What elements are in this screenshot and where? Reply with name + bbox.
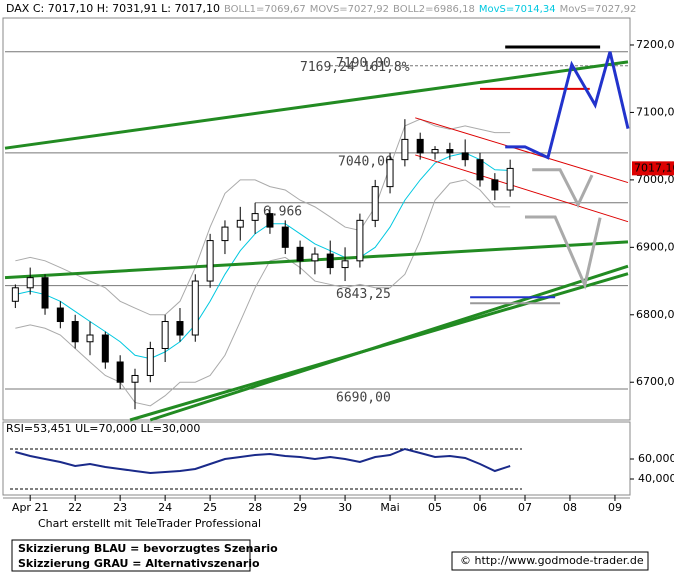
candle-body bbox=[401, 138, 409, 161]
candle-body bbox=[281, 226, 289, 248]
level-label: 6690,00 bbox=[336, 390, 391, 405]
trend-line bbox=[532, 168, 594, 209]
candle-body bbox=[11, 287, 19, 302]
y-tick-label: 7000,00 bbox=[636, 173, 674, 186]
level-label: 6843,25 bbox=[336, 287, 391, 302]
price-tag bbox=[632, 161, 674, 176]
y-tick-label: 6700,00 bbox=[636, 375, 674, 388]
indicator-line bbox=[15, 179, 511, 407]
candle-body bbox=[71, 321, 79, 343]
candle-body bbox=[41, 277, 49, 309]
candle-body bbox=[116, 361, 124, 383]
candle-body bbox=[431, 149, 439, 154]
header-item: MovS=7014,34 bbox=[479, 4, 556, 15]
x-tick-label: 25 bbox=[203, 501, 217, 514]
level-label: 7190,00 bbox=[336, 56, 391, 71]
candle-body bbox=[371, 186, 379, 221]
candle-body bbox=[446, 149, 454, 154]
candle-body bbox=[461, 152, 469, 161]
credit: Chart erstellt mit TeleTrader Profession… bbox=[38, 517, 261, 530]
price-tag-label: 7017,10 bbox=[634, 161, 674, 174]
source-box bbox=[451, 551, 649, 571]
indicator-line bbox=[15, 152, 511, 360]
x-tick-label: 07 bbox=[518, 501, 532, 514]
rsi-title: RSI=53,451 UL=70,000 LL=30,000 bbox=[6, 422, 200, 435]
y-tick-label: 7100,00 bbox=[636, 105, 674, 118]
level-label: 7169,24 161,8% bbox=[300, 60, 410, 75]
main-panel bbox=[2, 17, 631, 421]
candle-body bbox=[206, 240, 214, 282]
candle-body bbox=[146, 348, 154, 376]
candle-body bbox=[311, 253, 319, 262]
header-item: BOLL2=6986,18 bbox=[393, 4, 475, 15]
trend-line bbox=[505, 51, 630, 160]
trend-line bbox=[524, 215, 602, 290]
level-label: 7040,00 bbox=[338, 154, 393, 169]
x-tick-label: Apr 21 bbox=[12, 501, 49, 514]
candle-body bbox=[506, 167, 514, 191]
candle-body bbox=[326, 253, 334, 269]
candle-body bbox=[176, 321, 184, 336]
rsi-tick-label: 60,000 bbox=[638, 452, 674, 465]
header-item: MOVS=7027,92 bbox=[310, 4, 389, 15]
candle-body bbox=[161, 321, 169, 350]
trend-line bbox=[149, 264, 629, 422]
candle-body bbox=[266, 213, 274, 228]
candle-body bbox=[356, 219, 364, 262]
y-tick-label: 7200,00 bbox=[636, 38, 674, 51]
x-tick-label: 08 bbox=[563, 501, 577, 514]
rsi-tick-label: 40,000 bbox=[638, 472, 674, 485]
candle-body bbox=[221, 226, 229, 242]
source: © http://www.godmode-trader.de bbox=[460, 554, 644, 567]
candle-body bbox=[341, 260, 349, 269]
trend-line bbox=[4, 60, 629, 150]
header-item: MovS=7027,92 bbox=[560, 4, 637, 15]
candle-body bbox=[416, 138, 424, 154]
legend-box bbox=[11, 539, 251, 572]
indicator-line bbox=[15, 118, 511, 316]
candle-body bbox=[491, 179, 499, 191]
trend-line bbox=[415, 154, 629, 223]
x-tick-label: 06 bbox=[473, 501, 487, 514]
header-item: BOLL1=7069,67 bbox=[224, 4, 306, 15]
candle-body bbox=[386, 159, 394, 188]
header-item: DAX C: 7017,10 H: 7031,91 L: 7017,10 bbox=[6, 2, 220, 15]
x-tick-label: Mai bbox=[380, 501, 399, 514]
scenario-note: Skizzierung GRAU = Alternativszenario bbox=[18, 557, 260, 570]
candle-body bbox=[56, 307, 64, 323]
candle-body bbox=[101, 334, 109, 363]
x-tick-label: 29 bbox=[293, 501, 307, 514]
candle-body bbox=[476, 159, 484, 181]
candle-body bbox=[26, 277, 34, 289]
x-tick-label: 05 bbox=[428, 501, 442, 514]
candle-body bbox=[236, 219, 244, 228]
candle-body bbox=[251, 213, 259, 221]
rsi-line bbox=[15, 447, 511, 475]
candle-body bbox=[191, 280, 199, 336]
candle-body bbox=[296, 246, 304, 262]
x-tick-label: 28 bbox=[248, 501, 262, 514]
x-tick-label: 24 bbox=[158, 501, 172, 514]
candle-body bbox=[131, 374, 139, 383]
x-tick-label: 23 bbox=[113, 501, 127, 514]
candle-body bbox=[86, 334, 94, 343]
x-tick-label: 30 bbox=[338, 501, 352, 514]
trend-line bbox=[415, 117, 629, 184]
header: DAX C: 7017,10 H: 7031,91 L: 7017,10 BOLL… bbox=[6, 2, 636, 15]
y-tick-label: 6900,00 bbox=[636, 240, 674, 253]
x-tick-label: 09 bbox=[608, 501, 622, 514]
y-tick-label: 6800,00 bbox=[636, 308, 674, 321]
x-tick-label: 22 bbox=[68, 501, 82, 514]
scenario-note: Skizzierung BLAU = bevorzugtes Szenario bbox=[18, 542, 278, 555]
